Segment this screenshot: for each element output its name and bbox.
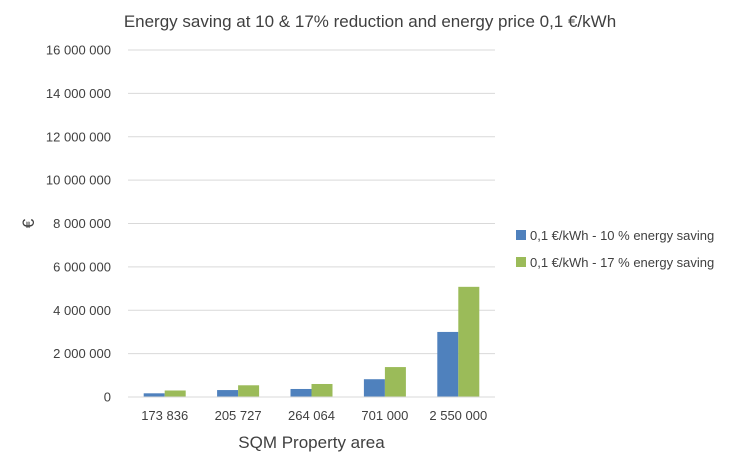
bar xyxy=(290,388,312,397)
y-tick-label: 16 000 000 xyxy=(46,43,111,58)
y-tick-label: 2 000 000 xyxy=(53,346,111,361)
bar xyxy=(363,379,385,397)
y-tick-label: 14 000 000 xyxy=(46,86,111,101)
x-tick-label: 173 836 xyxy=(141,408,188,423)
x-tick-label: 205 727 xyxy=(215,408,262,423)
bar xyxy=(143,393,165,397)
legend-label: 0,1 €/kWh - 17 % energy saving xyxy=(530,255,714,270)
bar xyxy=(164,390,186,397)
bar xyxy=(238,385,260,397)
y-tick-label: 8 000 000 xyxy=(53,216,111,231)
legend-swatch xyxy=(516,257,526,267)
x-tick-label: 701 000 xyxy=(361,408,408,423)
y-axis-ticks: 0 2 000 000 4 000 000 6 000 000 8 000 000 10 … xyxy=(46,43,111,405)
legend: 0,1 €/kWh - 10 % energy saving 0,1 €/kWh … xyxy=(516,228,714,270)
legend-label: 0,1 €/kWh - 10 % energy saving xyxy=(530,228,714,243)
gridlines xyxy=(128,49,495,355)
y-axis-title: € xyxy=(19,218,38,228)
y-tick-label: 0 xyxy=(104,390,111,405)
y-tick-label: 12 000 000 xyxy=(46,129,111,144)
chart-title: Energy saving at 10 & 17% reduction and … xyxy=(124,12,616,31)
bar xyxy=(384,367,406,397)
x-axis-title: SQM Property area xyxy=(238,433,385,452)
x-axis-ticks: 173 836 205 727 264 064 701 000 2 550 000 xyxy=(141,408,487,423)
bars xyxy=(143,286,480,397)
bar xyxy=(311,383,333,397)
y-tick-label: 4 000 000 xyxy=(53,303,111,318)
y-tick-label: 10 000 000 xyxy=(46,173,111,188)
bar xyxy=(458,286,480,397)
bar xyxy=(217,390,239,397)
legend-swatch xyxy=(516,230,526,240)
bar xyxy=(437,331,459,397)
x-tick-label: 264 064 xyxy=(288,408,335,423)
x-tick-label: 2 550 000 xyxy=(429,408,487,423)
y-tick-label: 6 000 000 xyxy=(53,259,111,274)
